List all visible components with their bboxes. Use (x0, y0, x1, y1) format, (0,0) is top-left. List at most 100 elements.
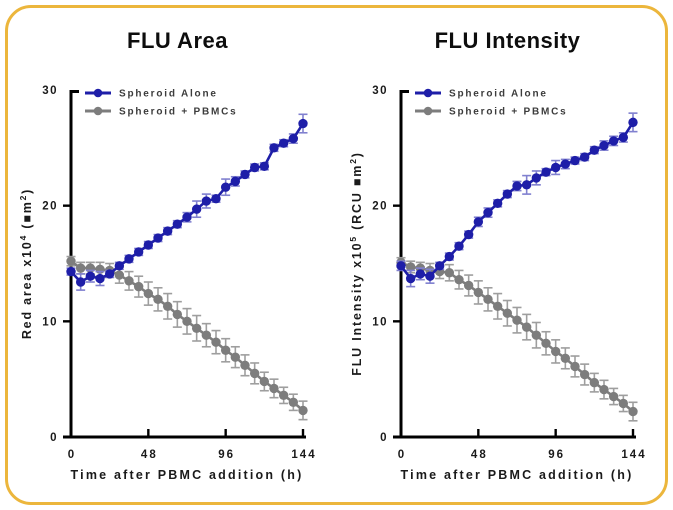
flu-area-plot: 0 48 96 144 0 10 20 30 Time after PBMC addition … (18, 85, 316, 482)
legend: Spheroid Alone Spheroid + PBMCs (415, 88, 568, 118)
data-point-marker (240, 169, 250, 180)
data-point-marker (483, 294, 493, 305)
data-point-marker (550, 346, 561, 357)
x-tick-label: 96 (218, 449, 235, 461)
data-point-marker (133, 281, 144, 292)
series-spheroid-pbmcs (396, 256, 638, 422)
legend-label: Spheroid + PBMCs (119, 107, 238, 118)
data-point-marker (288, 133, 299, 144)
data-point-marker (230, 352, 241, 362)
x-tick-label: 144 (291, 449, 316, 461)
data-point-marker (463, 229, 474, 240)
data-point-marker (104, 269, 115, 279)
data-point-marker (143, 288, 154, 299)
data-point-marker (628, 117, 638, 128)
data-point-marker (278, 138, 289, 148)
legend-label: Spheroid + PBMCs (449, 107, 568, 118)
x-tick-label: 96 (548, 449, 565, 461)
data-point-marker (531, 330, 542, 340)
data-point-marker (133, 247, 144, 257)
data-point-marker (143, 240, 154, 250)
data-point-marker (66, 256, 76, 266)
data-point-marker (541, 167, 551, 177)
legend-marker-dot (423, 88, 433, 98)
data-point-marker (191, 323, 202, 333)
data-point-marker (550, 162, 561, 173)
legend: Spheroid Alone Spheroid + PBMCs (85, 88, 238, 118)
data-point-marker (230, 176, 241, 187)
x-tick-label: 0 (68, 449, 76, 461)
data-point-marker (259, 376, 270, 387)
data-point-marker (269, 383, 279, 394)
data-point-marker (85, 271, 96, 281)
data-point-marker (298, 405, 308, 416)
series-spheroid-alone (66, 113, 308, 291)
series-spheroid-alone (396, 112, 638, 288)
data-point-marker (240, 360, 250, 370)
data-point-marker (182, 316, 192, 327)
data-point-marker (220, 182, 231, 192)
data-point-marker (124, 254, 134, 264)
flu-area-title: FLU Area (127, 28, 228, 53)
data-point-marker (95, 273, 105, 284)
flu-intensity-panel: FLU Intensity 0 48 96 144 0 10 20 30 Time after … (341, 10, 673, 500)
data-point-marker (172, 309, 183, 320)
y-tick-label: 10 (372, 316, 388, 328)
data-point-marker (512, 181, 522, 191)
data-point-marker (560, 353, 571, 364)
data-point-marker (425, 271, 435, 281)
data-point-marker (191, 204, 202, 214)
y-tick-label: 0 (380, 432, 388, 444)
data-point-marker (415, 269, 426, 279)
x-tick-label: 0 (398, 449, 406, 461)
x-tick-label: 48 (471, 449, 488, 461)
data-point-marker (114, 270, 125, 280)
data-point-marker (211, 337, 221, 347)
data-point-marker (599, 140, 609, 151)
data-point-marker (502, 189, 513, 199)
data-point-marker (608, 391, 619, 402)
data-point-marker (182, 212, 192, 222)
data-point-marker (153, 294, 163, 305)
data-point-marker (521, 180, 532, 190)
data-point-marker (463, 280, 474, 291)
data-point-marker (211, 194, 221, 204)
data-point-marker (589, 377, 600, 388)
data-point-marker (618, 398, 629, 409)
data-point-marker (269, 143, 279, 153)
data-point-marker (628, 406, 638, 417)
data-point-marker (560, 159, 571, 169)
data-point-marker (618, 132, 629, 143)
data-point-marker (405, 273, 416, 284)
data-point-marker (298, 118, 308, 129)
data-point-marker (512, 315, 522, 325)
y-tick-label: 10 (42, 316, 58, 328)
legend-label: Spheroid Alone (449, 89, 548, 100)
data-point-marker (124, 276, 134, 286)
legend-marker-dot (93, 88, 103, 98)
data-point-marker (579, 152, 590, 162)
y-axis-label: Red area x104 (■m2) (18, 188, 34, 339)
data-point-marker (172, 219, 183, 229)
data-point-marker (570, 361, 580, 372)
data-point-marker (278, 390, 289, 401)
data-point-marker (579, 369, 590, 380)
data-point-marker (473, 217, 484, 227)
data-point-marker (444, 268, 455, 278)
legend-marker-dot (423, 106, 433, 116)
data-point-marker (114, 261, 125, 271)
data-point-marker (288, 397, 299, 407)
legend-label: Spheroid Alone (119, 89, 218, 100)
data-point-marker (473, 287, 484, 298)
y-tick-label: 30 (42, 85, 58, 97)
data-point-marker (444, 251, 455, 262)
flu-area-panel: FLU Area 0 48 96 144 0 10 20 30 Time after PBMC … (11, 10, 344, 500)
data-point-marker (259, 161, 270, 172)
data-point-marker (589, 145, 600, 155)
data-point-marker (66, 266, 76, 277)
data-point-marker (541, 338, 551, 349)
data-point-marker (75, 263, 86, 273)
x-axis-label: Time after PBMC addition (h) (71, 468, 304, 482)
data-point-marker (492, 301, 503, 311)
data-point-marker (75, 277, 86, 287)
